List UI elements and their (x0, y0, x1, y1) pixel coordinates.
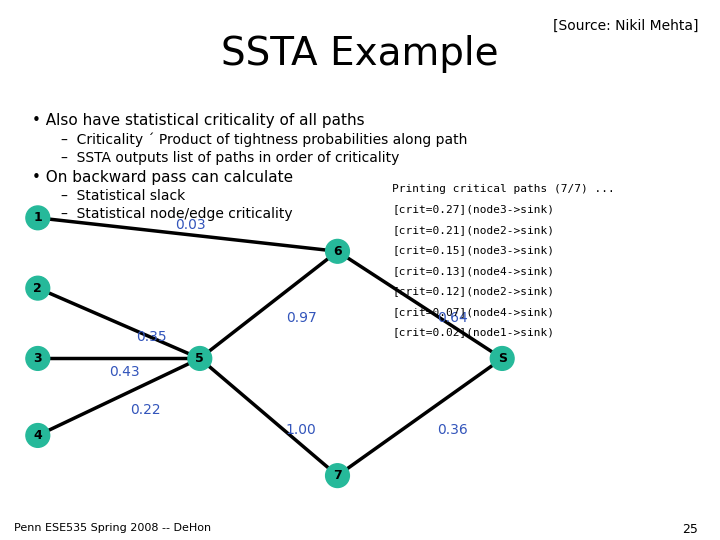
Ellipse shape (26, 206, 50, 230)
Text: [crit=0.15](node3->sink): [crit=0.15](node3->sink) (392, 245, 554, 255)
Text: [crit=0.07](node4->sink): [crit=0.07](node4->sink) (392, 307, 554, 317)
Ellipse shape (325, 464, 349, 488)
Ellipse shape (490, 347, 514, 370)
Text: [crit=0.27](node3->sink): [crit=0.27](node3->sink) (392, 204, 554, 214)
Text: 6: 6 (333, 245, 342, 258)
Text: Printing critical paths (7/7) ...: Printing critical paths (7/7) ... (392, 184, 615, 194)
Text: • On backward pass can calculate: • On backward pass can calculate (32, 170, 294, 185)
Text: [crit=0.02](node1->sink): [crit=0.02](node1->sink) (392, 327, 554, 338)
Text: –  Statistical slack: – Statistical slack (61, 189, 186, 203)
Text: 4: 4 (33, 429, 42, 442)
Text: [crit=0.13](node4->sink): [crit=0.13](node4->sink) (392, 266, 554, 276)
Text: S: S (498, 352, 507, 365)
Text: 0.64: 0.64 (437, 311, 467, 325)
Text: [crit=0.12](node2->sink): [crit=0.12](node2->sink) (392, 286, 554, 296)
Text: –  Statistical node/edge criticality: – Statistical node/edge criticality (61, 207, 293, 221)
Text: 0.97: 0.97 (286, 311, 316, 325)
Text: –  SSTA outputs list of paths in order of criticality: – SSTA outputs list of paths in order of… (61, 151, 400, 165)
Text: 0.43: 0.43 (109, 365, 140, 379)
Text: [crit=0.21](node2->sink): [crit=0.21](node2->sink) (392, 225, 554, 235)
Text: Penn ESE535 Spring 2008 -- DeHon: Penn ESE535 Spring 2008 -- DeHon (14, 523, 212, 533)
Text: 0.22: 0.22 (130, 403, 161, 417)
Ellipse shape (26, 347, 50, 370)
Text: 1: 1 (33, 211, 42, 224)
Ellipse shape (325, 239, 349, 263)
Ellipse shape (26, 423, 50, 447)
Text: 0.03: 0.03 (175, 218, 206, 232)
Ellipse shape (188, 347, 212, 370)
Text: 1.00: 1.00 (286, 423, 316, 437)
Text: • Also have statistical criticality of all paths: • Also have statistical criticality of a… (32, 113, 365, 129)
Text: 0.36: 0.36 (437, 423, 467, 437)
Text: 5: 5 (195, 352, 204, 365)
Text: 3: 3 (34, 352, 42, 365)
Text: 7: 7 (333, 469, 342, 482)
Text: [Source: Nikil Mehta]: [Source: Nikil Mehta] (553, 19, 698, 33)
Text: –  Criticality ´ Product of tightness probabilities along path: – Criticality ´ Product of tightness pro… (61, 133, 467, 147)
Text: 2: 2 (33, 282, 42, 295)
Text: 0.35: 0.35 (136, 330, 166, 343)
Text: SSTA Example: SSTA Example (221, 35, 499, 73)
Text: 25: 25 (683, 523, 698, 536)
Ellipse shape (26, 276, 50, 300)
